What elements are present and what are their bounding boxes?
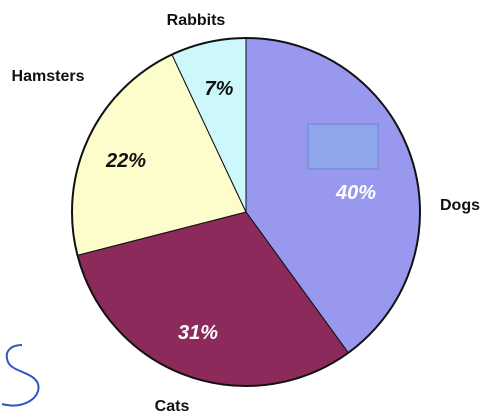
- pie-border: [71, 37, 421, 387]
- value-label-dogs: 40%: [335, 182, 376, 204]
- highlight-box: [307, 123, 379, 170]
- category-label-dogs: Dogs: [440, 197, 480, 214]
- value-label-rabbits: 7%: [205, 78, 234, 100]
- pie-slices: [71, 37, 421, 387]
- pie-labels: 40% Dogs 31% Cats 22% Hamsters 7% Rabbits: [12, 12, 481, 414]
- category-label-cats: Cats: [155, 398, 190, 414]
- category-label-rabbits: Rabbits: [167, 12, 226, 29]
- hand-drawn-mark: [1, 344, 40, 407]
- value-label-cats: 31%: [178, 322, 218, 344]
- value-label-hamsters: 22%: [105, 150, 146, 172]
- category-label-hamsters: Hamsters: [12, 68, 85, 85]
